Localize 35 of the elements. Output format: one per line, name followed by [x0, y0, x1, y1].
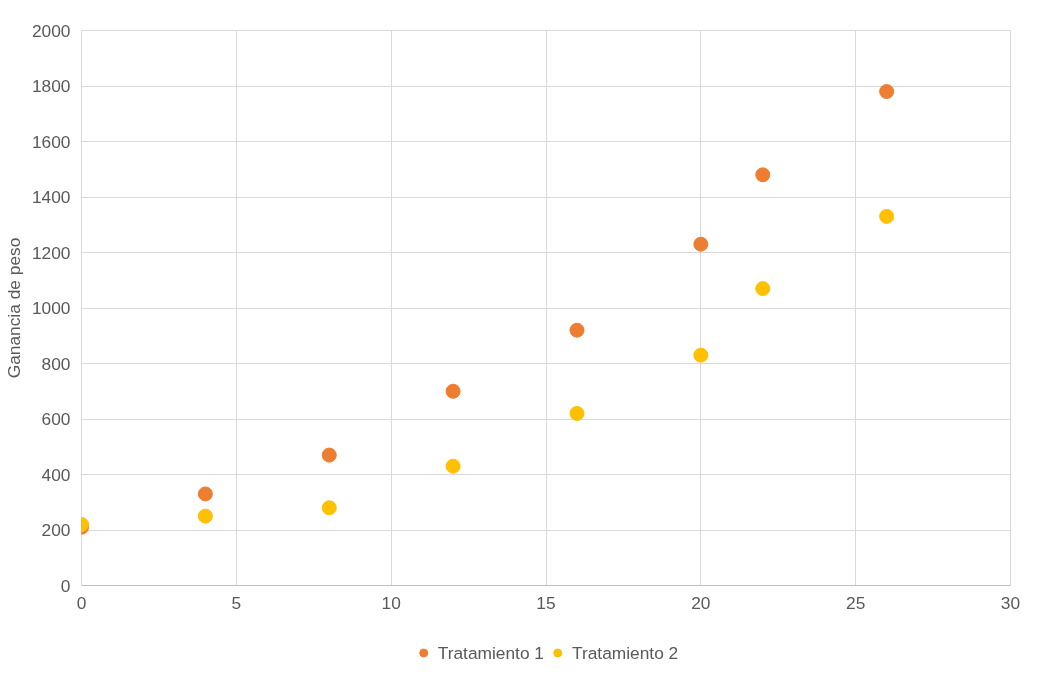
- y-tick-label: 1200: [31, 242, 71, 263]
- point: [755, 167, 771, 183]
- x-tick-label: 5: [231, 592, 242, 613]
- point: [879, 84, 895, 100]
- y-tick-label: 200: [41, 520, 71, 540]
- y-tick-label: 1800: [31, 76, 71, 96]
- x-tick-label: 25: [846, 592, 866, 613]
- point: [569, 322, 585, 338]
- x-tick-label: 0: [76, 592, 87, 613]
- y-tick-label: 1600: [31, 131, 71, 152]
- y-tick-label: 0: [60, 575, 71, 596]
- point: [693, 347, 709, 363]
- y-tick-label: 1400: [31, 187, 71, 207]
- point: [445, 383, 461, 399]
- x-tick-label: 30: [1000, 592, 1021, 613]
- legend-label: Tratamiento 1: [437, 642, 544, 663]
- y-axis-title: Ganancia de peso: [3, 237, 24, 379]
- y-tick-label: 400: [41, 464, 71, 485]
- point: [569, 405, 585, 421]
- x-tick-label: 15: [536, 592, 556, 613]
- legend-label: Tratamiento 2: [572, 642, 679, 663]
- y-tick-label: 600: [41, 409, 71, 429]
- y-tick-label: 2000: [31, 20, 71, 41]
- point: [693, 236, 709, 252]
- x-tick-label: 10: [381, 592, 401, 613]
- y-tick-label: 1000: [31, 298, 71, 318]
- point: [197, 486, 213, 502]
- point: [879, 208, 895, 224]
- point: [197, 508, 213, 524]
- point: [755, 281, 771, 297]
- point: [321, 500, 337, 516]
- point: [445, 458, 461, 474]
- x-tick-label: 20: [691, 592, 711, 613]
- y-tick-label: 800: [41, 353, 71, 374]
- point: [321, 447, 337, 463]
